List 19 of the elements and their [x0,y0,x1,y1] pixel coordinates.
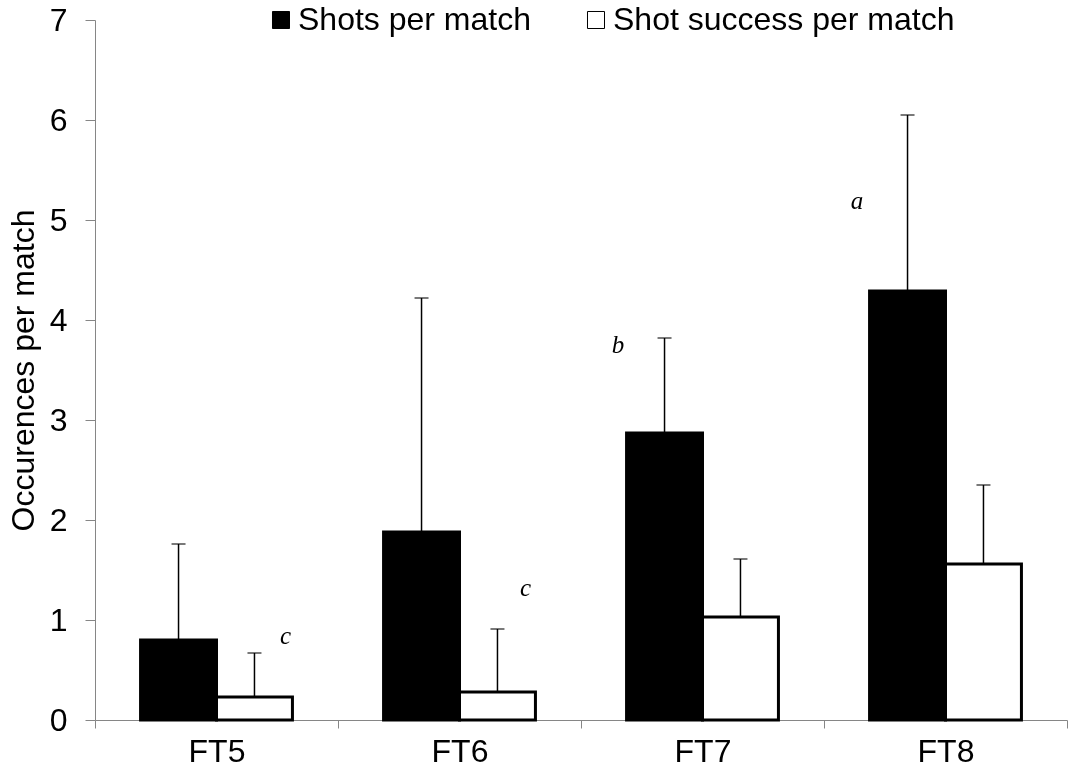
legend-label: Shot success per match [613,1,955,37]
y-tick-label: 0 [49,701,68,738]
y-tick-label: 1 [49,601,68,638]
y-tick-label: 2 [49,501,68,538]
x-tick-label: FT5 [188,732,246,769]
y-tick-label: 3 [49,401,68,438]
x-tick-label: FT8 [917,732,975,769]
y-axis-title: Occurences per match [4,209,41,532]
annotation: c [279,622,292,649]
legend-label: Shots per match [298,1,531,37]
y-tick-label: 7 [49,1,68,38]
x-tick-label: FT6 [431,732,489,769]
y-tick-label: 4 [49,301,68,338]
x-tick-label: FT7 [674,732,732,769]
y-tick-label: 6 [49,101,68,138]
annotation: b [611,330,625,358]
annotation: c [520,573,532,601]
annotation: a [850,187,864,215]
y-tick-label: 5 [49,201,68,238]
